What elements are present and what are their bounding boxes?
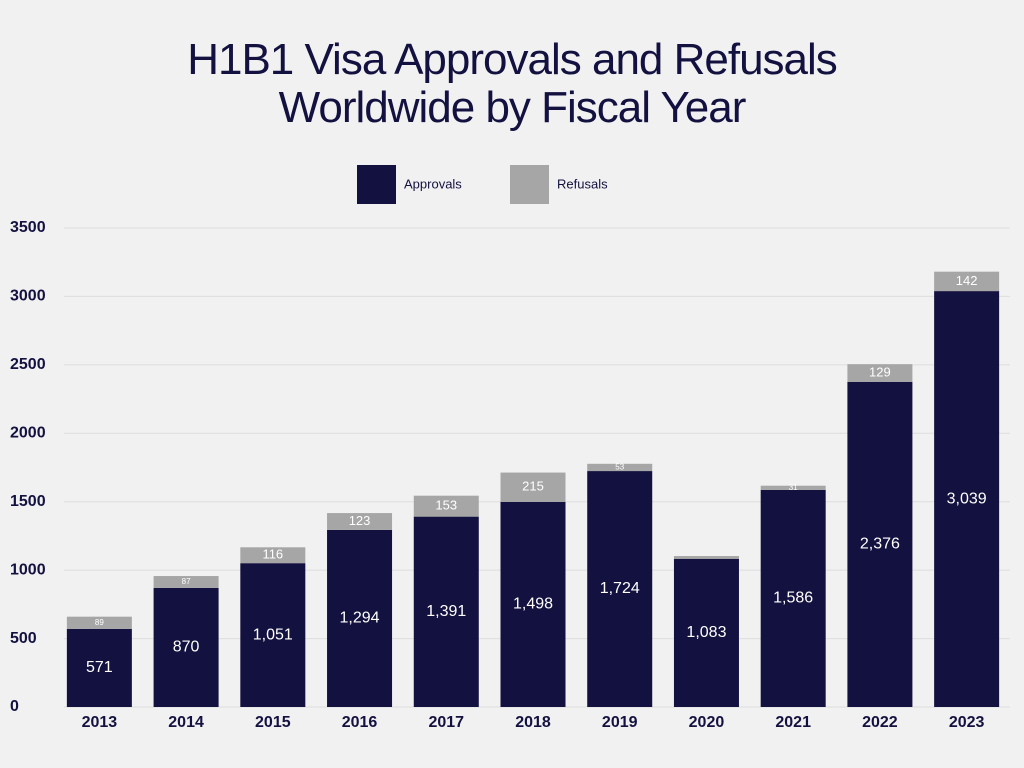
data-label: 129 [869, 364, 891, 379]
bar-segment [413, 495, 479, 517]
x-tick-label: 2020 [689, 714, 725, 731]
x-tick-label: 2016 [342, 714, 378, 731]
x-tick-label: 2022 [862, 714, 898, 731]
data-label: 123 [349, 513, 371, 528]
y-tick-label: 3000 [10, 288, 46, 305]
bar-segment [934, 291, 1000, 707]
data-label: 31 [789, 483, 798, 492]
data-label: 215 [522, 479, 544, 494]
data-label: 153 [435, 498, 457, 513]
data-label: 571 [86, 659, 113, 676]
x-tick-label: 2014 [168, 714, 204, 731]
data-label: 1,724 [600, 580, 640, 597]
x-tick-label: 2021 [775, 714, 811, 731]
chart-title: H1B1 Visa Approvals and Refusals Worldwi… [187, 35, 838, 132]
legend-swatch [357, 165, 396, 204]
bar-segment [413, 516, 479, 707]
data-label: 87 [182, 577, 191, 586]
bar-segment [327, 529, 393, 707]
bar-segment [66, 616, 132, 629]
bar-segment [240, 547, 306, 564]
bar-segment [934, 271, 1000, 292]
data-label: 142 [956, 273, 978, 288]
data-label: 53 [615, 463, 624, 472]
x-tick-label: 2017 [428, 714, 464, 731]
bar-segment [587, 463, 653, 472]
y-tick-label: 2500 [10, 356, 46, 373]
y-tick-label: 1500 [10, 493, 46, 510]
bar-segment [847, 364, 913, 382]
y-tick-label: 2000 [10, 425, 46, 442]
data-label: 89 [95, 618, 104, 627]
bar-segment [500, 472, 566, 502]
x-tick-label: 2023 [949, 714, 985, 731]
y-tick-label: 0 [10, 698, 19, 715]
bar-segment [153, 587, 219, 707]
y-tick-label: 3500 [10, 219, 46, 236]
bar-segment [760, 485, 826, 490]
bar-segment [66, 628, 132, 707]
data-label: 116 [262, 547, 283, 562]
y-tick-label: 500 [10, 630, 37, 647]
bar-segment [153, 576, 219, 588]
bar-segment [327, 513, 393, 530]
bar-segment [847, 381, 913, 707]
data-label: 1,294 [340, 610, 380, 627]
bar-segment [500, 501, 566, 707]
y-tick-label: 1000 [10, 561, 46, 578]
data-label: 1,498 [513, 596, 553, 613]
data-label: 1,586 [773, 590, 813, 607]
bar-segment [587, 471, 653, 707]
bar-segment [673, 558, 739, 707]
legend-swatch [510, 165, 549, 204]
legend-label: Refusals [557, 176, 608, 191]
data-label: 3,039 [947, 490, 987, 507]
data-label: 1,391 [426, 603, 466, 620]
x-tick-label: 2019 [602, 714, 638, 731]
data-label: 2,376 [860, 536, 900, 553]
data-label: 870 [173, 639, 200, 656]
x-tick-label: 2018 [515, 714, 551, 731]
bar-segment [240, 563, 306, 707]
data-label: 1,051 [253, 626, 293, 643]
bar-segment [673, 556, 739, 559]
data-label: 1,083 [686, 624, 726, 641]
bar-segment [760, 489, 826, 707]
x-tick-label: 2015 [255, 714, 291, 731]
legend-label: Approvals [404, 176, 462, 191]
x-tick-label: 2013 [82, 714, 118, 731]
